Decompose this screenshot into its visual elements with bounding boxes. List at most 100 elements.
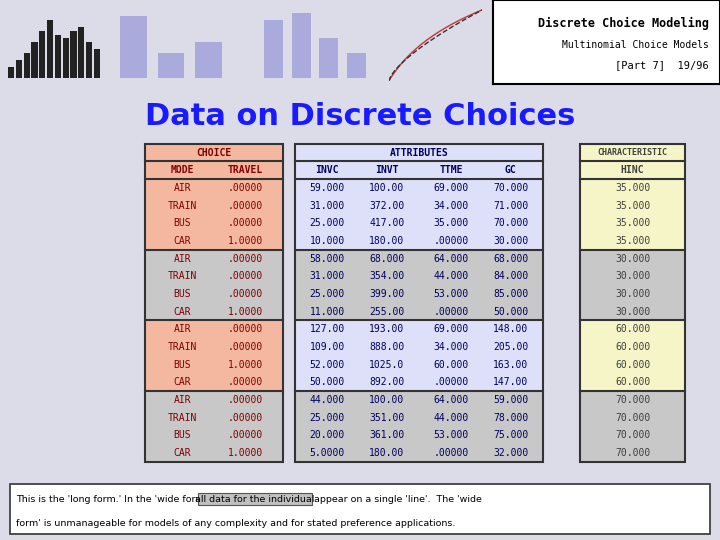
Text: 53.000: 53.000 xyxy=(433,430,469,440)
Text: TRAVEL: TRAVEL xyxy=(228,165,264,176)
Text: 44.000: 44.000 xyxy=(433,413,469,423)
Text: INVT: INVT xyxy=(375,165,398,176)
Text: CHARACTERISTIC: CHARACTERISTIC xyxy=(598,148,667,157)
Text: CAR: CAR xyxy=(174,377,191,387)
Text: 70.000: 70.000 xyxy=(615,413,650,423)
Text: GC: GC xyxy=(505,165,517,176)
Text: AIR: AIR xyxy=(174,395,191,405)
Bar xyxy=(145,250,283,320)
Bar xyxy=(55,35,61,78)
Text: 20.000: 20.000 xyxy=(310,430,345,440)
Text: 11.000: 11.000 xyxy=(310,307,345,316)
Text: 1.0000: 1.0000 xyxy=(228,448,264,458)
Bar xyxy=(32,42,37,78)
Text: 60.000: 60.000 xyxy=(615,342,650,352)
Bar xyxy=(580,179,685,250)
Bar xyxy=(580,144,685,179)
Text: 69.000: 69.000 xyxy=(433,183,469,193)
Bar xyxy=(264,20,284,78)
Text: 417.00: 417.00 xyxy=(369,218,405,228)
Text: 30.000: 30.000 xyxy=(615,307,650,316)
Text: 34.000: 34.000 xyxy=(433,200,469,211)
Text: 147.00: 147.00 xyxy=(493,377,528,387)
Text: .00000: .00000 xyxy=(433,236,469,246)
Bar xyxy=(158,53,184,78)
Text: .00000: .00000 xyxy=(228,342,264,352)
Bar xyxy=(86,42,92,78)
Text: .00000: .00000 xyxy=(228,218,264,228)
Text: .00000: .00000 xyxy=(228,183,264,193)
Text: 35.000: 35.000 xyxy=(433,218,469,228)
Bar xyxy=(78,27,84,78)
Bar xyxy=(295,250,543,320)
Text: Discrete Choice Modeling: Discrete Choice Modeling xyxy=(538,17,708,30)
Text: MODE: MODE xyxy=(171,165,194,176)
Text: 44.000: 44.000 xyxy=(310,395,345,405)
Bar xyxy=(295,320,543,391)
Bar xyxy=(145,144,283,462)
Text: 25.000: 25.000 xyxy=(310,218,345,228)
Text: 69.000: 69.000 xyxy=(433,325,469,334)
Text: TTME: TTME xyxy=(439,165,463,176)
Bar xyxy=(195,42,222,78)
Bar xyxy=(580,250,685,320)
Bar xyxy=(145,144,283,179)
Bar xyxy=(63,38,69,78)
Text: 50.000: 50.000 xyxy=(310,377,345,387)
Bar xyxy=(295,144,543,179)
Bar xyxy=(319,38,338,78)
Bar xyxy=(39,31,45,78)
Bar xyxy=(580,144,685,462)
Text: CAR: CAR xyxy=(174,307,191,316)
Text: TRAIN: TRAIN xyxy=(168,413,197,423)
Text: .00000: .00000 xyxy=(228,289,264,299)
Text: [Part 7]  19/96: [Part 7] 19/96 xyxy=(615,60,708,70)
Text: AIR: AIR xyxy=(174,325,191,334)
Text: 180.00: 180.00 xyxy=(369,236,405,246)
Bar xyxy=(10,484,710,534)
Text: TRAIN: TRAIN xyxy=(168,200,197,211)
Bar xyxy=(16,60,22,78)
Text: .00000: .00000 xyxy=(228,430,264,440)
Text: 75.000: 75.000 xyxy=(493,430,528,440)
Text: 70.000: 70.000 xyxy=(615,430,650,440)
Bar xyxy=(346,53,366,78)
Text: BUS: BUS xyxy=(174,360,191,369)
Text: .00000: .00000 xyxy=(228,395,264,405)
Bar xyxy=(292,12,311,78)
Text: 70.000: 70.000 xyxy=(493,218,528,228)
Bar xyxy=(8,68,14,78)
Text: BUS: BUS xyxy=(174,430,191,440)
Text: TRAIN: TRAIN xyxy=(168,342,197,352)
Text: 84.000: 84.000 xyxy=(493,271,528,281)
Text: ATTRIBUTES: ATTRIBUTES xyxy=(390,147,449,158)
Text: 34.000: 34.000 xyxy=(433,342,469,352)
Text: 372.00: 372.00 xyxy=(369,200,405,211)
Text: 30.000: 30.000 xyxy=(493,236,528,246)
Bar xyxy=(295,179,543,250)
Text: .00000: .00000 xyxy=(228,325,264,334)
Text: 127.00: 127.00 xyxy=(310,325,345,334)
Text: 399.00: 399.00 xyxy=(369,289,405,299)
Bar xyxy=(580,320,685,391)
Bar xyxy=(47,20,53,78)
Text: 50.000: 50.000 xyxy=(493,307,528,316)
Text: AIR: AIR xyxy=(174,254,191,264)
Text: 354.00: 354.00 xyxy=(369,271,405,281)
Bar xyxy=(145,391,283,462)
Text: 205.00: 205.00 xyxy=(493,342,528,352)
Text: 30.000: 30.000 xyxy=(615,271,650,281)
Bar xyxy=(71,31,76,78)
Text: form' is unmanageable for models of any complexity and for stated preference app: form' is unmanageable for models of any … xyxy=(16,519,455,529)
Text: This is the 'long form.' In the 'wide form,: This is the 'long form.' In the 'wide fo… xyxy=(16,495,211,504)
Text: 148.00: 148.00 xyxy=(493,325,528,334)
Text: .00000: .00000 xyxy=(433,307,469,316)
Text: 892.00: 892.00 xyxy=(369,377,405,387)
Text: CAR: CAR xyxy=(174,236,191,246)
Text: appear on a single 'line'.  The 'wide: appear on a single 'line'. The 'wide xyxy=(310,495,482,504)
Text: BUS: BUS xyxy=(174,289,191,299)
Text: 25.000: 25.000 xyxy=(310,289,345,299)
Text: 30.000: 30.000 xyxy=(615,289,650,299)
Text: 109.00: 109.00 xyxy=(310,342,345,352)
Text: 60.000: 60.000 xyxy=(433,360,469,369)
